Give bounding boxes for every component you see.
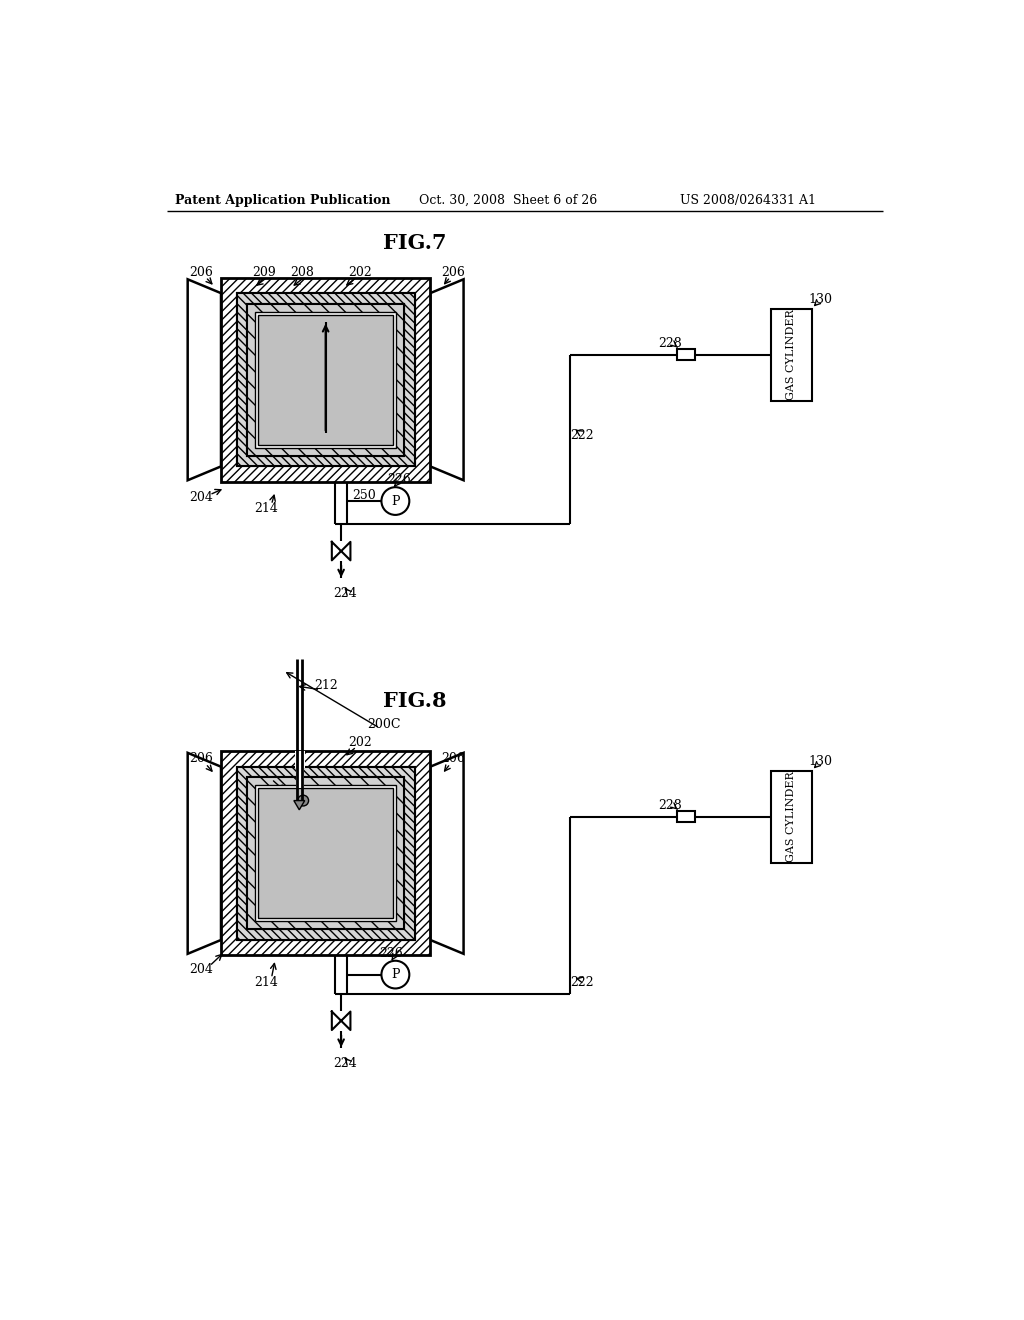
Circle shape xyxy=(298,795,308,807)
Text: 224: 224 xyxy=(333,1056,357,1069)
Text: 208: 208 xyxy=(291,265,314,279)
Text: 222: 222 xyxy=(570,975,594,989)
Text: US 2008/0264331 A1: US 2008/0264331 A1 xyxy=(680,194,816,207)
Bar xyxy=(237,767,415,940)
Text: FIG.7: FIG.7 xyxy=(383,234,446,253)
Text: GAS CYLINDER: GAS CYLINDER xyxy=(786,771,797,862)
Text: Patent Application Publication: Patent Application Publication xyxy=(175,194,391,207)
Text: 204: 204 xyxy=(189,491,214,504)
Polygon shape xyxy=(430,752,464,954)
Bar xyxy=(678,812,694,822)
Bar xyxy=(258,788,393,919)
Text: 209: 209 xyxy=(252,265,275,279)
Text: 210: 210 xyxy=(252,768,275,781)
Text: FIG.8: FIG.8 xyxy=(383,692,446,711)
Text: 214: 214 xyxy=(254,975,278,989)
Bar xyxy=(771,309,812,401)
Text: 222: 222 xyxy=(570,429,594,442)
Text: 206: 206 xyxy=(441,265,466,279)
Text: 226: 226 xyxy=(387,473,411,486)
Bar xyxy=(221,751,430,956)
Polygon shape xyxy=(430,280,464,480)
Bar xyxy=(248,777,403,929)
Text: P: P xyxy=(391,495,399,508)
Text: Oct. 30, 2008  Sheet 6 of 26: Oct. 30, 2008 Sheet 6 of 26 xyxy=(419,194,597,207)
Bar xyxy=(237,767,415,940)
Text: 228: 228 xyxy=(658,799,682,812)
Text: 206: 206 xyxy=(189,752,214,766)
Polygon shape xyxy=(294,800,305,810)
Polygon shape xyxy=(341,1011,350,1030)
Bar xyxy=(237,293,415,466)
Text: 130: 130 xyxy=(808,293,833,306)
Text: 202: 202 xyxy=(348,735,373,748)
Polygon shape xyxy=(332,1011,341,1030)
Bar xyxy=(221,277,430,482)
Text: 206: 206 xyxy=(441,752,466,766)
Text: 226: 226 xyxy=(380,946,403,960)
Text: 130: 130 xyxy=(808,755,833,768)
Text: 214: 214 xyxy=(254,502,278,515)
Circle shape xyxy=(381,487,410,515)
Bar xyxy=(248,777,403,929)
Polygon shape xyxy=(341,543,350,560)
Bar xyxy=(296,767,304,788)
Polygon shape xyxy=(187,280,221,480)
Polygon shape xyxy=(332,543,341,560)
Bar xyxy=(771,771,812,863)
Bar xyxy=(248,304,403,455)
Bar xyxy=(295,751,305,768)
Text: 212: 212 xyxy=(313,680,338,693)
Text: 202: 202 xyxy=(348,265,373,279)
Bar xyxy=(237,293,415,466)
Text: 206: 206 xyxy=(189,265,214,279)
Bar xyxy=(255,312,396,447)
Text: 224: 224 xyxy=(333,587,357,601)
Text: 250: 250 xyxy=(352,490,376,502)
Text: 200C: 200C xyxy=(367,718,400,731)
Circle shape xyxy=(381,961,410,989)
Text: P: P xyxy=(391,968,399,981)
Text: 204: 204 xyxy=(189,962,214,975)
Text: 228: 228 xyxy=(658,337,682,350)
Bar xyxy=(258,314,393,445)
Bar xyxy=(248,304,403,455)
Text: GAS CYLINDER: GAS CYLINDER xyxy=(786,309,797,400)
Bar xyxy=(678,350,694,360)
Bar xyxy=(255,785,396,921)
Polygon shape xyxy=(187,752,221,954)
